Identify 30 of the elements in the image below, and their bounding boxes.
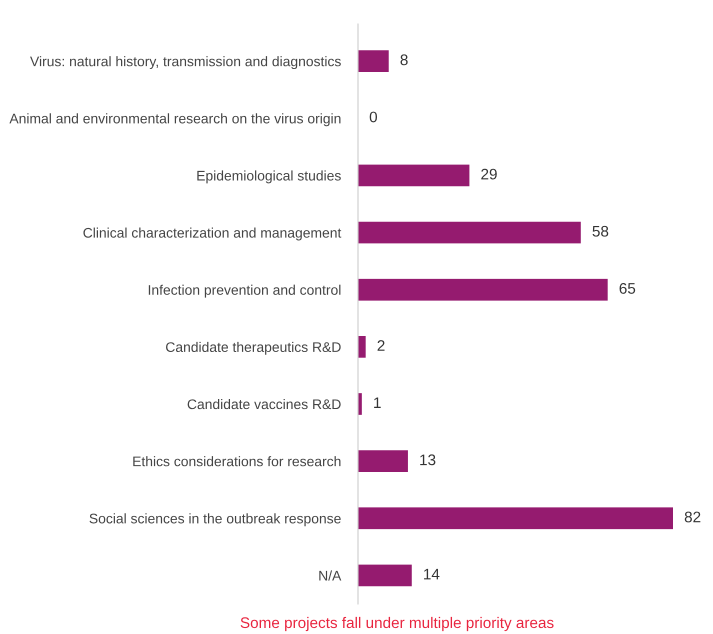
text: Some projects fall under multiple priority areas bbox=[240, 616, 554, 632]
data-label: 29 bbox=[481, 168, 497, 180]
data-label: 1 bbox=[374, 397, 381, 408]
bar bbox=[358, 393, 362, 415]
y-tick-label: Social sciences in the outbreak response bbox=[90, 513, 341, 526]
y-tick-label: Clinical characterization and management bbox=[83, 228, 342, 240]
bar bbox=[358, 50, 389, 72]
bar bbox=[358, 222, 581, 244]
data-label: 2 bbox=[378, 340, 385, 351]
bar bbox=[358, 450, 408, 472]
data-label: 65 bbox=[620, 282, 636, 294]
data-label: 58 bbox=[592, 226, 608, 237]
data-label: 82 bbox=[684, 512, 700, 522]
y-tick-label: Infection prevention and control bbox=[148, 284, 340, 298]
y-tick-label: Candidate therapeutics R&D bbox=[166, 342, 341, 355]
data-label: 14 bbox=[424, 568, 440, 580]
y-tick-label: Ethics considerations for research bbox=[133, 456, 340, 466]
y-tick-label: Epidemiological studies bbox=[197, 170, 341, 184]
y-tick-label: Virus: natural history, transmission and diagnostics bbox=[30, 56, 341, 70]
bar bbox=[358, 507, 673, 530]
y-tick-label: Candidate vaccines R&D bbox=[188, 398, 341, 410]
data-label: 13 bbox=[420, 454, 436, 466]
bar bbox=[358, 564, 412, 586]
y-tick-label: N/A bbox=[319, 570, 342, 581]
data-label: 0 bbox=[370, 112, 378, 122]
bar bbox=[358, 336, 366, 358]
data-label: 8 bbox=[400, 54, 408, 66]
bar bbox=[358, 278, 608, 301]
bar bbox=[358, 164, 470, 186]
y-tick-label: Animal and environmental research on the virus origin bbox=[9, 113, 340, 126]
